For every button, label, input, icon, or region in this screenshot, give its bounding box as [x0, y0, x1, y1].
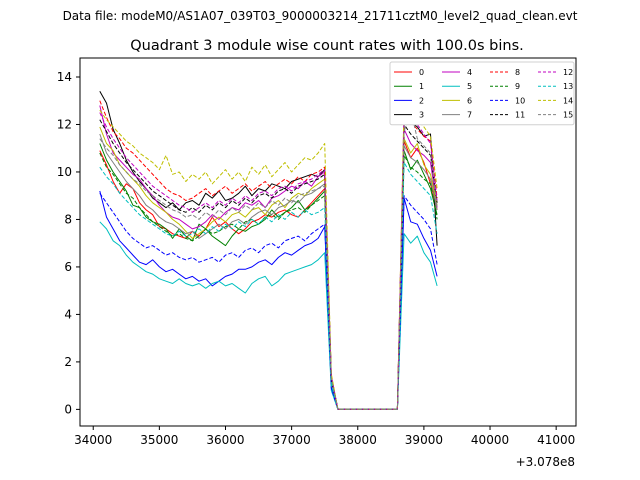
- y-tick-label: 4: [64, 307, 72, 321]
- plot-frame: [79, 57, 577, 427]
- y-tick-label: 2: [64, 355, 72, 369]
- legend-label-15: 15: [563, 111, 573, 120]
- legend-label-1: 1: [419, 82, 424, 91]
- legend-box: [389, 61, 575, 126]
- x-tick-label: 35000: [140, 433, 178, 447]
- legend-label-8: 8: [515, 68, 520, 77]
- x-tick-label: 40000: [471, 433, 509, 447]
- legend-label-0: 0: [419, 68, 424, 77]
- legend-label-3: 3: [419, 111, 424, 120]
- x-tick-label: 41000: [537, 433, 575, 447]
- x-offset-label: +3.078e8: [516, 455, 575, 469]
- series-line-14: [99, 76, 438, 410]
- legend-label-9: 9: [515, 82, 520, 91]
- y-tick-label: 6: [64, 260, 72, 274]
- legend-label-7: 7: [467, 111, 472, 120]
- x-tick-label: 36000: [206, 433, 244, 447]
- y-tick-label: 14: [57, 70, 72, 84]
- chart-title: Quadrant 3 module wise count rates with …: [130, 38, 524, 54]
- y-tick-label: 8: [64, 212, 72, 226]
- y-tick-label: 0: [64, 402, 72, 416]
- x-tick-label: 34000: [74, 433, 112, 447]
- legend-label-4: 4: [467, 68, 472, 77]
- legend-label-11: 11: [515, 111, 525, 120]
- x-tick-label: 37000: [273, 433, 311, 447]
- legend-label-6: 6: [467, 96, 472, 105]
- y-tick-label: 10: [57, 165, 72, 179]
- x-tick-label: 38000: [339, 433, 377, 447]
- x-tick-label: 39000: [405, 433, 443, 447]
- legend-label-14: 14: [563, 96, 573, 105]
- series-line-8: [99, 100, 438, 410]
- legend-label-12: 12: [563, 68, 573, 77]
- y-tick-label: 12: [57, 117, 72, 131]
- axes: 34000 35000 36000 37000 38000 39000 40000 41000…: [57, 70, 576, 447]
- legend-label-10: 10: [515, 96, 525, 105]
- legend-label-2: 2: [419, 96, 424, 105]
- legend-label-13: 13: [563, 82, 573, 91]
- series-line-12: [99, 107, 438, 410]
- figure-suptitle: Data file: modeM0/AS1A07_039T03_90000032…: [63, 9, 578, 23]
- plot-lines: [99, 76, 438, 410]
- legend-label-5: 5: [467, 82, 472, 91]
